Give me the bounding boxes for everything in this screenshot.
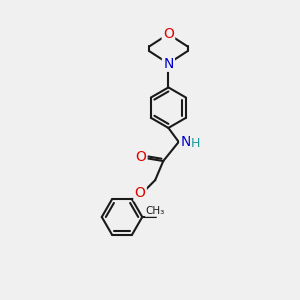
Text: O: O [135,186,146,200]
Text: N: N [181,135,191,149]
Text: O: O [135,150,146,164]
Text: CH₃: CH₃ [146,206,165,216]
Text: N: N [163,56,174,70]
Text: H: H [190,137,200,150]
Text: O: O [163,27,174,41]
